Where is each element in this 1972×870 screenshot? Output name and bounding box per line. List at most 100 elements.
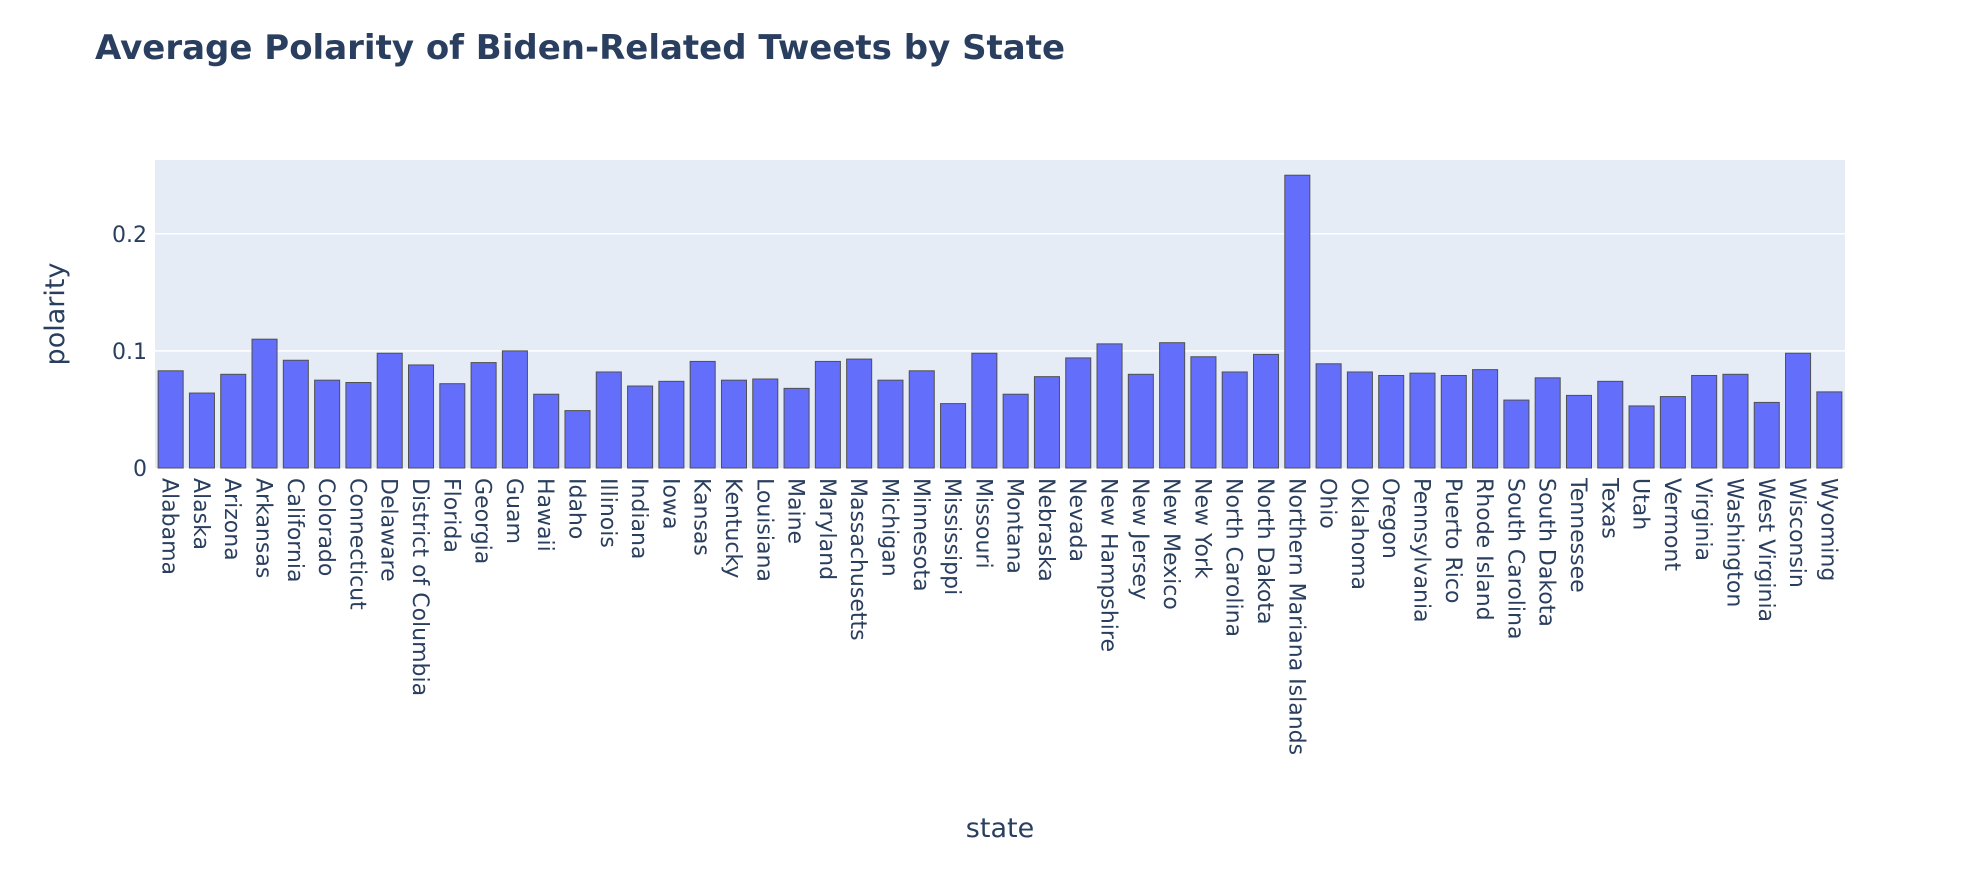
x-tick-label: North Dakota <box>1252 478 1277 624</box>
x-tick-label: Massachusetts <box>845 478 870 641</box>
bar-illinois <box>595 371 622 469</box>
chart-title: Average Polarity of Biden-Related Tweets… <box>95 28 1065 68</box>
x-tick-label: Northern Mariana Islands <box>1283 478 1308 755</box>
plot-area <box>155 160 1845 468</box>
bar-louisiana <box>752 378 779 469</box>
bar-indiana <box>627 385 654 469</box>
bar-nebraska <box>1033 376 1060 469</box>
bar-maryland <box>814 360 841 469</box>
bar-massachusetts <box>846 358 873 469</box>
bar-hawaii <box>533 393 560 469</box>
x-axis-ticks: Alabama Alaska Arizona Arkansas California Co… <box>157 477 1841 755</box>
x-tick-label: Alabama <box>157 478 182 575</box>
x-tick-label: New Mexico <box>1158 478 1183 610</box>
x-tick-label: Michigan <box>876 478 901 577</box>
x-tick-label: Hawaii <box>532 478 557 552</box>
x-tick-label: South Carolina <box>1502 478 1527 639</box>
bar-kentucky <box>720 379 747 469</box>
bar-vermont <box>1659 396 1686 469</box>
y-axis-ticks: 0 0.1 0.2 <box>112 223 147 482</box>
bar-northern-mariana-islands <box>1284 174 1311 469</box>
bar-colorado <box>314 379 341 469</box>
bar-oklahoma <box>1346 371 1373 469</box>
x-tick-label: Indiana <box>626 478 651 559</box>
bar-mississippi <box>940 403 967 469</box>
bar-new-hampshire <box>1096 343 1123 469</box>
bar-nevada <box>1065 357 1092 469</box>
x-tick-label: Texas <box>1596 477 1621 539</box>
x-tick-label: Virginia <box>1690 478 1715 561</box>
bar-guam <box>501 350 528 469</box>
y-tick-label: 0.1 <box>112 340 147 365</box>
x-tick-label: Guam <box>501 478 526 544</box>
x-tick-label: Illinois <box>595 478 620 548</box>
x-tick-label: Tennessee <box>1565 477 1590 593</box>
y-tick-label: 0 <box>133 457 147 482</box>
gridlines <box>155 233 1845 352</box>
bar-idaho <box>564 410 591 469</box>
x-tick-label: Iowa <box>657 478 682 529</box>
bar-south-dakota <box>1534 377 1561 469</box>
x-tick-label: Kentucky <box>720 478 745 578</box>
x-tick-label: Nevada <box>1064 478 1089 562</box>
bar-new-jersey <box>1127 373 1154 469</box>
x-tick-label: Kansas <box>689 478 714 556</box>
x-tick-label: Wisconsin <box>1784 478 1809 588</box>
x-tick-label: Utah <box>1628 478 1653 530</box>
x-axis-title: state <box>966 813 1034 844</box>
x-tick-label: Arizona <box>219 478 244 561</box>
bar-kansas <box>689 360 716 469</box>
bar-florida <box>439 383 466 469</box>
x-tick-label: California <box>282 478 307 582</box>
x-tick-label: South Dakota <box>1534 478 1559 627</box>
bar-alaska <box>188 392 215 469</box>
bar-pennsylvania <box>1409 372 1436 469</box>
x-tick-label: New York <box>1189 478 1214 579</box>
bar-delaware <box>376 352 403 469</box>
y-tick-label: 0.2 <box>112 223 147 248</box>
x-tick-label: Minnesota <box>908 478 933 592</box>
x-tick-label: Montana <box>1002 478 1027 574</box>
bar-missouri <box>971 352 998 469</box>
x-tick-label: Maryland <box>814 478 839 580</box>
x-tick-label: Vermont <box>1659 478 1684 571</box>
bar-north-carolina <box>1221 371 1248 469</box>
x-tick-label: Missouri <box>970 478 995 569</box>
bar-iowa <box>658 380 685 469</box>
x-tick-label: Nebraska <box>1033 478 1058 582</box>
x-tick-label: New Jersey <box>1127 478 1152 600</box>
bar-washington <box>1722 373 1749 469</box>
bar-alabama <box>157 370 184 469</box>
bar-west-virginia <box>1753 401 1780 469</box>
bar-georgia <box>470 362 497 469</box>
bar-california <box>282 359 309 469</box>
bar-rhode-island <box>1472 369 1499 469</box>
x-tick-label: Wyoming <box>1815 478 1840 581</box>
x-tick-label: Arkansas <box>251 478 276 578</box>
bar-ohio <box>1315 363 1342 469</box>
x-tick-label: Georgia <box>470 478 495 564</box>
x-tick-label: Connecticut <box>344 478 369 610</box>
y-axis-title: polarity <box>40 263 71 366</box>
x-tick-label: Alaska <box>188 478 213 550</box>
x-tick-label: Oklahoma <box>1346 478 1371 590</box>
x-tick-label: Idaho <box>564 478 589 539</box>
bar-virginia <box>1691 374 1718 469</box>
x-tick-label: Puerto Rico <box>1440 478 1465 603</box>
x-tick-label: West Virginia <box>1753 478 1778 622</box>
x-tick-label: Ohio <box>1315 478 1340 529</box>
bar-district-of-columbia <box>408 364 435 469</box>
x-tick-label: Rhode Island <box>1471 478 1496 621</box>
bar-michigan <box>877 379 904 469</box>
x-tick-label: Oregon <box>1377 478 1402 559</box>
x-tick-label: Pennsylvania <box>1409 478 1434 623</box>
bar-new-mexico <box>1159 342 1186 469</box>
bar-wyoming <box>1816 391 1843 469</box>
x-tick-label: New Hampshire <box>1096 478 1121 652</box>
x-tick-label: Mississippi <box>939 478 964 595</box>
x-tick-label: North Carolina <box>1221 478 1246 637</box>
bar-oregon <box>1378 374 1405 469</box>
bar-connecticut <box>345 382 372 469</box>
bar-utah <box>1628 405 1655 469</box>
